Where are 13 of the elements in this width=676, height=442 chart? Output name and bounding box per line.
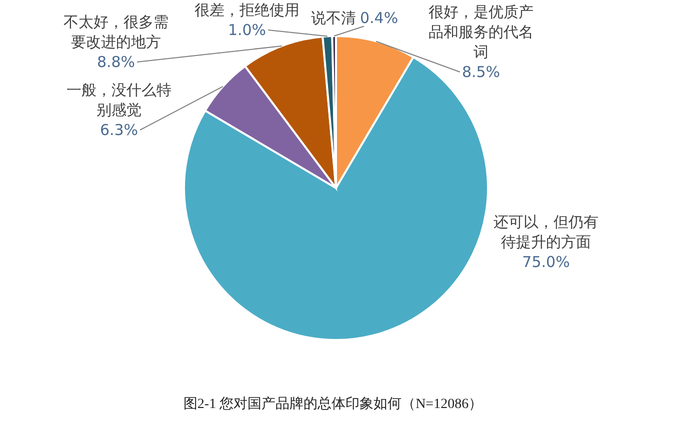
slice-label: 不太好，很多需要改进的地方	[64, 13, 168, 51]
slice-label: 还可以，但仍有待提升的方面	[494, 213, 598, 251]
slice-label: 很差，拒绝使用	[194, 1, 300, 19]
slice-label: 一般，没什么特别感觉	[66, 81, 172, 119]
data-label: 75.0%	[522, 253, 570, 271]
data-label: 0.4%	[360, 9, 398, 27]
data-label: 8.8%	[96, 53, 136, 71]
data-label: 6.3%	[100, 121, 138, 139]
data-label: 1.0%	[228, 21, 266, 39]
data-label: 8.5%	[462, 63, 500, 81]
slice-label: 很好，是优质产品和服务的代名词	[428, 3, 534, 61]
text: 图2-1 您对国产品牌的总体印象如何（N=12086）	[182, 395, 484, 413]
slice-label: 说不清	[311, 9, 356, 27]
